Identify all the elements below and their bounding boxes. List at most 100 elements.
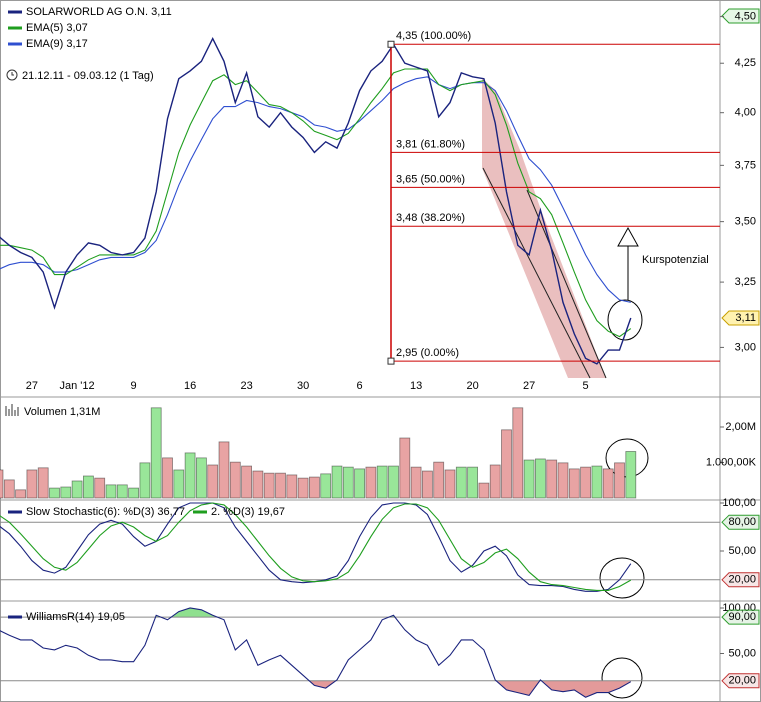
level-box (721, 514, 760, 530)
volume-bar (557, 462, 569, 499)
volume-bar (286, 474, 298, 499)
volume-bar (331, 465, 343, 499)
volume-bar (308, 476, 320, 499)
volume-bar (297, 477, 309, 499)
series-line (0, 502, 632, 591)
volume-bar (365, 466, 377, 499)
volume-bar (275, 472, 286, 499)
volume-bar (83, 475, 94, 499)
highlight-circle (607, 299, 643, 341)
volume-bar (184, 452, 196, 499)
volume-bar (455, 466, 467, 499)
volume-bar (150, 407, 162, 499)
x-tick-label: 27 (26, 380, 38, 392)
volume-bar (399, 437, 411, 499)
y-tick-label: 3,50 (735, 216, 756, 228)
fib-label: 3,81 (61.80%) (396, 138, 465, 150)
x-tick-label: 13 (410, 380, 422, 392)
volume-bar (116, 484, 128, 499)
volume-bar (26, 469, 38, 499)
volume-bar (580, 466, 591, 499)
level-label: 90,00 (728, 611, 756, 623)
legend-label: WilliamsR(14) 19,05 (26, 611, 125, 623)
volume-bar (591, 465, 603, 499)
x-tick-label: 30 (297, 380, 309, 392)
y-tick-label: 100,00 (722, 602, 756, 614)
volume-bar (568, 468, 580, 499)
volume-bar (535, 458, 546, 499)
series-line (0, 68, 632, 338)
level-box (721, 572, 760, 588)
channel-line (482, 167, 591, 379)
fib-handle (387, 357, 395, 365)
volume-bar (523, 459, 535, 499)
volume-icon (5, 404, 19, 416)
plot-area (0, 37, 720, 698)
fib-label: 3,65 (50.00%) (396, 173, 465, 185)
legend-label: EMA(5) 3,07 (26, 22, 88, 34)
volume-bar (0, 469, 4, 499)
x-tick-label: 6 (357, 380, 363, 392)
volume-bar (241, 465, 253, 499)
highlight-circle (599, 557, 645, 599)
last-price-box (721, 310, 760, 326)
level-box (721, 673, 760, 689)
volume-bar (342, 466, 354, 499)
volume-bar (37, 467, 49, 499)
x-tick-label: 20 (466, 380, 478, 392)
highlight-circle (601, 657, 643, 699)
x-tick-label: 23 (240, 380, 252, 392)
volume-bar (49, 487, 60, 499)
legend-label: Slow Stochastic(6): %D(3) 36,77 (26, 506, 185, 518)
volume-bar (614, 462, 625, 499)
x-tick-label: 5 (583, 380, 589, 392)
fib-label: 2,95 (0.00%) (396, 347, 459, 359)
price-box (721, 8, 760, 24)
fib-label: 4,35 (100.00%) (396, 30, 471, 42)
volume-bar (602, 468, 614, 499)
clock-icon (11, 72, 14, 76)
volume-bar (444, 469, 456, 499)
series-line (0, 607, 632, 698)
volume-bar (71, 480, 83, 499)
level-label: 20,00 (728, 574, 756, 586)
y-tick-label: 2,00M (725, 421, 756, 433)
x-tick-label: Jan '12 (60, 380, 95, 392)
clock-icon (6, 69, 18, 81)
volume-bar (625, 451, 637, 499)
volume-bar (263, 472, 275, 499)
volume-bar (252, 470, 264, 499)
series-line (0, 76, 631, 303)
volume-bar (105, 484, 117, 499)
volume-bar (229, 461, 241, 499)
volume-bar (501, 429, 512, 499)
y-tick-label: 100,00 (722, 497, 756, 509)
volume-bar (173, 469, 185, 499)
period-label: 21.12.11 - 09.03.12 (1 Tag) (22, 70, 154, 82)
volume-bar (433, 461, 445, 499)
fib-handle (387, 40, 395, 48)
level-box (721, 609, 760, 625)
volume-bar (218, 441, 230, 499)
channel-line (526, 189, 607, 379)
volume-bar (15, 489, 27, 499)
arrow-head (617, 226, 639, 247)
volume-bar (421, 470, 433, 499)
x-tick-label: 27 (523, 380, 535, 392)
volume-bar (489, 464, 501, 499)
volume-bar (320, 473, 332, 499)
volume-bar (195, 457, 207, 499)
annotation: Kurspotenzial (642, 254, 709, 266)
y-tick-label: 1.000,00K (706, 456, 757, 468)
y-tick-label: 50,00 (728, 545, 756, 557)
y-tick-label: 50,00 (728, 647, 756, 659)
y-tick-label: 3,00 (735, 341, 756, 353)
volume-bar (139, 462, 151, 499)
legend-label: Volumen 1,31M (24, 406, 100, 418)
volume-bar (467, 466, 479, 499)
volume-bar (94, 477, 106, 499)
fib-label: 3,48 (38.20%) (396, 212, 465, 224)
volume-bar (388, 465, 399, 499)
